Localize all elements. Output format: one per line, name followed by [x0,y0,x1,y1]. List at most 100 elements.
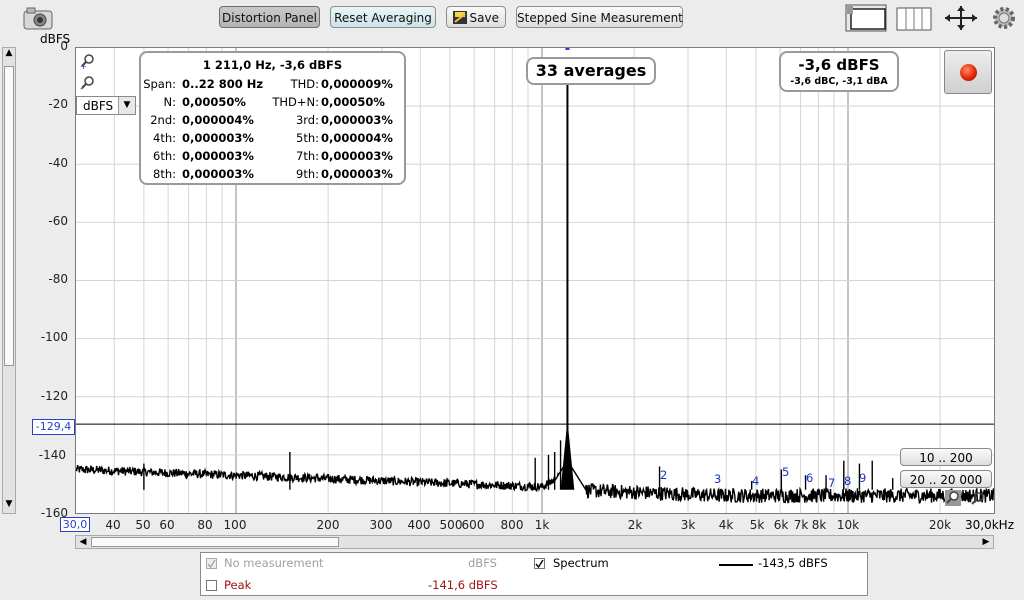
dist-value: 0,000003% [182,167,254,181]
h-scroll-thumb[interactable] [91,537,339,547]
x-tick-label: 200 [316,518,340,532]
dist-value: 0,000003% [182,149,254,163]
harmonic-marker: 7 [828,476,836,490]
dist-label: Span: [143,77,176,91]
zoom-in-horizontal-icon[interactable] [970,491,986,510]
level-readout: -3,6 dBFS -3,6 dBC, -3,1 dBA [779,51,899,92]
no-measurement-unit: dBFS [468,556,497,570]
stepped-sine-button[interactable]: Stepped Sine Measurement [516,6,683,28]
x-tick-label: 80 [197,518,213,532]
x-max-label: 30,0kHz [965,518,1014,532]
x-tick-label: 40 [105,518,121,532]
x-tick-label: 10k [836,518,860,532]
fit-arrows-icon[interactable] [942,4,980,32]
legend-panel: No measurement dBFS Spectrum -143,5 dBFS… [200,552,868,596]
x-tick-label: 50 [135,518,151,532]
save-button[interactable]: Save [446,6,506,28]
save-icon [452,10,468,32]
x-tick-label: 3k [680,518,696,532]
x-tick-label: 400 [407,518,431,532]
y-tick-label: -160 [40,506,68,520]
y-tick-label: -140 [38,448,66,462]
x-tick-label: 300 [369,518,393,532]
chevron-down-icon[interactable]: ▼ [118,97,135,114]
dist-value: 0,000003% [321,113,393,127]
dist-value: 0,000004% [182,113,254,127]
dist-value: 0,000009% [321,77,393,91]
gear-icon[interactable] [990,4,1018,32]
x-tick-label: 4k [718,518,734,532]
dist-label: 8th: [153,167,176,181]
harmonic-marker: 5 [782,465,790,479]
fundamental-skirt [560,420,575,490]
y-unit-label: dBFS [40,32,71,46]
zoom-10-200-button[interactable]: 10 .. 200 [900,448,992,466]
dist-label: THD+N: [272,95,319,109]
x-tick-label: 800 [500,518,524,532]
dist-value: 0,000003% [321,167,393,181]
harmonic-marker: 9 [859,471,867,485]
level-sub: -3,6 dBC, -3,1 dBA [790,76,888,87]
y-tick-label: -120 [40,389,68,403]
spectrum-checkbox[interactable] [534,558,545,569]
spectrum-label: Spectrum [553,556,609,570]
distortion-panel-button[interactable]: Distortion Panel [219,6,320,28]
reset-averaging-button[interactable]: Reset Averaging [330,6,436,28]
harmonic-marker: 3 [714,472,722,486]
zoom-out-horizontal-icon[interactable] [945,490,961,509]
no-measurement-checkbox[interactable] [206,558,217,569]
dist-value: 0,000004% [321,131,393,145]
cursor-level-box[interactable]: -129,4 [32,419,75,435]
scroll-down-icon[interactable]: ▼ [5,499,13,509]
spectrum-line-swatch [719,564,753,566]
peak-checkbox[interactable] [206,580,217,591]
unit-select[interactable]: dBFS ▼ [76,96,136,115]
x-tick-label: 1k [534,518,550,532]
dist-label: N: [163,95,176,109]
zoom-out-vertical-icon[interactable]: - [80,75,96,94]
horizontal-scrollbar[interactable]: ◀ ▶ [75,535,994,549]
x-tick-label: 5k [749,518,765,532]
dist-value: 0,000003% [321,149,393,163]
dist-label: 4th: [153,131,176,145]
x-tick-label: 100 [223,518,247,532]
scroll-right-icon[interactable]: ▶ [982,537,990,547]
distortion-header: 1 211,0 Hz, -3,6 dBFS [202,58,343,72]
save-label: Save [469,11,499,25]
dist-value: 0..22 800 Hz [182,77,264,91]
x-tick-label: 20k [928,518,952,532]
layout-single-icon[interactable] [845,4,887,32]
x-tick-label: 60 [159,518,175,532]
vertical-scrollbar[interactable]: ▲ ▼ [2,47,16,514]
dist-label: 7th: [296,149,319,163]
x-tick-label: 600 [461,518,485,532]
svg-text:+: + [80,62,87,69]
dist-label: 9th: [296,167,319,181]
harmonic-marker: 2 [660,468,668,482]
distortion-panel: 1 211,0 Hz, -3,6 dBFS Span: 0..22 800 Hz T… [139,51,406,185]
camera-icon[interactable] [23,6,53,30]
dist-value: 0,000003% [182,131,254,145]
x-tick-label: 8k [811,518,827,532]
peak-marker [565,48,570,50]
x-tick-label: 6k [773,518,789,532]
grid-layout-icon[interactable] [896,4,934,32]
record-icon [960,64,977,81]
y-tick-label: -60 [48,214,68,228]
y-tick-label: -100 [40,330,68,344]
y-tick-label: -80 [48,272,68,286]
peak-label: Peak [224,578,252,592]
spectrum-value: -143,5 dBFS [758,556,828,570]
scroll-thumb[interactable] [4,66,14,366]
scroll-up-icon[interactable]: ▲ [5,48,13,58]
x-min-box[interactable]: 30,0 [60,517,90,532]
zoom-in-vertical-icon[interactable]: + [80,53,96,72]
dist-label: 3rd: [295,113,319,127]
x-tick-label: 500 [439,518,463,532]
scroll-left-icon[interactable]: ◀ [79,537,87,547]
record-button[interactable] [944,50,992,94]
no-measurement-label: No measurement [224,556,324,570]
dist-label: THD: [290,77,319,91]
averages-badge: 33 averages [526,57,656,85]
zoom-20-20000-button[interactable]: 20 .. 20 000 [900,470,992,488]
